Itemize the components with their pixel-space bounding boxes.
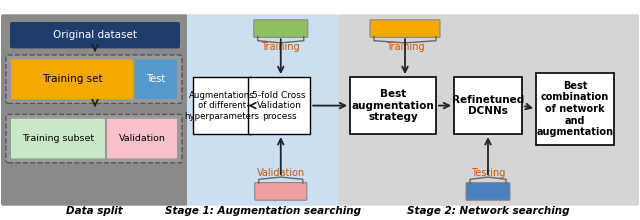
Text: Testing: Testing [471,168,505,178]
Text: Training: Training [386,42,424,52]
Text: Training subset: Training subset [22,134,94,143]
Text: Best
augmentation
strategy: Best augmentation strategy [351,89,435,122]
Text: Augmentations
of different
hyperparameters: Augmentations of different hyperparamete… [184,91,259,121]
Text: Original dataset: Original dataset [53,30,137,40]
FancyBboxPatch shape [255,183,307,200]
Text: Best
combination
of network
and
augmentation: Best combination of network and augmenta… [536,81,614,137]
FancyBboxPatch shape [338,14,639,206]
Text: Validation: Validation [118,134,165,143]
Text: Stage 1: Augmentation searching: Stage 1: Augmentation searching [165,206,361,216]
FancyBboxPatch shape [248,77,310,134]
FancyBboxPatch shape [536,73,614,145]
FancyBboxPatch shape [350,77,436,134]
FancyBboxPatch shape [370,20,440,37]
FancyBboxPatch shape [10,22,180,48]
Text: Training: Training [262,42,300,52]
FancyBboxPatch shape [466,183,510,200]
Text: Validation: Validation [257,168,305,178]
FancyBboxPatch shape [6,114,182,163]
Text: Training set: Training set [42,74,102,84]
Text: Test: Test [147,74,166,84]
FancyBboxPatch shape [135,59,177,99]
FancyBboxPatch shape [11,119,105,158]
FancyBboxPatch shape [1,14,188,206]
FancyBboxPatch shape [107,119,177,158]
FancyBboxPatch shape [6,55,182,103]
FancyBboxPatch shape [454,77,522,134]
FancyBboxPatch shape [11,59,133,99]
Text: Data split: Data split [66,206,123,216]
Text: 5-fold Cross
Validation
process: 5-fold Cross Validation process [252,91,306,121]
FancyBboxPatch shape [253,20,308,37]
FancyBboxPatch shape [193,77,251,134]
Text: Stage 2: Network searching: Stage 2: Network searching [407,206,570,216]
Text: Refinetuned
DCNNs: Refinetuned DCNNs [452,95,524,116]
FancyBboxPatch shape [187,14,339,206]
